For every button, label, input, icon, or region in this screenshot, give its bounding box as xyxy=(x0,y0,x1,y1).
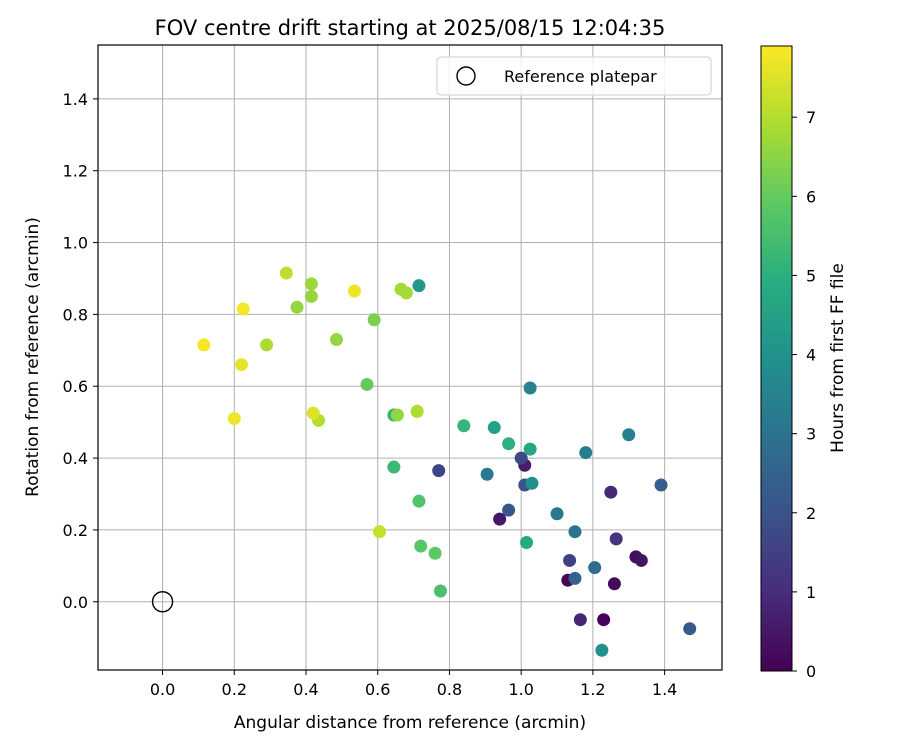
data-point xyxy=(399,286,413,300)
data-point xyxy=(236,302,250,316)
colorbar-tick-label: 5 xyxy=(806,266,816,285)
legend-marker-reference xyxy=(456,66,476,86)
data-point xyxy=(595,643,609,657)
y-tick-label: 1.2 xyxy=(63,162,88,181)
colorbar-label: Hours from first FF file xyxy=(828,263,848,453)
data-point xyxy=(197,338,211,352)
data-point xyxy=(683,622,697,636)
colorbar-tick-label: 6 xyxy=(806,187,816,206)
colorbar-tick-label: 3 xyxy=(806,425,816,444)
plot-frame xyxy=(97,44,723,671)
x-tick-label: 0.4 xyxy=(293,680,318,699)
x-tick-label: 0.2 xyxy=(222,680,247,699)
y-tick-label: 1.0 xyxy=(63,234,88,253)
data-point xyxy=(367,313,381,327)
reference-point xyxy=(151,591,174,613)
data-point xyxy=(306,406,320,420)
data-point xyxy=(480,467,494,481)
data-point xyxy=(304,277,318,291)
data-points xyxy=(197,266,697,657)
data-point xyxy=(523,381,537,395)
colorbar-tick-label: 2 xyxy=(806,504,816,523)
data-point xyxy=(433,584,447,598)
y-tick-label: 0.2 xyxy=(63,521,88,540)
data-point xyxy=(387,460,401,474)
grid-lines xyxy=(98,45,722,670)
data-point xyxy=(428,546,442,560)
x-tick-label: 1.2 xyxy=(580,680,605,699)
data-point xyxy=(634,553,648,567)
y-tick-label: 0.0 xyxy=(63,593,88,612)
data-point xyxy=(520,535,534,549)
data-point xyxy=(412,494,426,508)
data-point xyxy=(432,464,446,478)
data-point xyxy=(279,266,293,280)
data-point xyxy=(373,525,387,539)
data-point xyxy=(304,289,318,303)
data-point xyxy=(550,507,564,521)
data-point xyxy=(514,451,528,465)
data-point xyxy=(523,442,537,456)
colorbar-ticks: 0 1 2 3 4 5 6 7 xyxy=(792,108,816,681)
data-point xyxy=(622,428,636,442)
data-point xyxy=(347,284,361,298)
data-point xyxy=(607,577,621,591)
colorbar-tick-label: 4 xyxy=(806,346,816,365)
colorbar: 0 1 2 3 4 5 6 7 Hours from first FF file xyxy=(760,45,848,681)
data-point xyxy=(457,419,471,433)
colorbar-tick-label: 0 xyxy=(806,662,816,681)
data-point xyxy=(487,421,501,435)
data-point xyxy=(227,412,241,426)
y-tick-label: 1.4 xyxy=(63,90,88,109)
data-point xyxy=(502,437,516,451)
y-tick-label: 0.8 xyxy=(63,305,88,324)
data-point xyxy=(502,503,516,517)
data-point xyxy=(260,338,274,352)
x-tick-label: 0.6 xyxy=(365,680,390,699)
colorbar-tick-label: 1 xyxy=(806,583,816,602)
data-point xyxy=(609,532,623,546)
colorbar-gradient xyxy=(760,45,793,672)
data-point xyxy=(568,525,582,539)
data-point xyxy=(597,613,611,627)
data-point xyxy=(290,300,304,314)
y-tick-label: 0.6 xyxy=(63,377,88,396)
y-axis-label: Rotation from reference (arcmin) xyxy=(23,217,43,497)
reference-marker xyxy=(151,591,174,613)
data-point xyxy=(579,446,593,460)
legend: Reference platepar xyxy=(436,56,712,96)
data-point xyxy=(412,279,426,293)
x-tick-label: 0.0 xyxy=(150,680,175,699)
data-point xyxy=(329,333,343,347)
data-point xyxy=(414,539,428,553)
data-point xyxy=(588,561,602,575)
data-point xyxy=(604,485,618,499)
legend-label-reference: Reference platepar xyxy=(504,67,657,86)
data-point xyxy=(410,404,424,418)
x-tick-label: 1.4 xyxy=(652,680,677,699)
data-point xyxy=(563,553,577,567)
y-tick-label: 0.4 xyxy=(63,449,88,468)
y-axis-ticks: 0.0 0.2 0.4 0.6 0.8 1.0 1.2 1.4 xyxy=(63,90,98,612)
data-point xyxy=(493,512,507,526)
data-point xyxy=(573,613,587,627)
legend-box xyxy=(436,56,712,96)
data-point xyxy=(568,571,582,585)
data-point xyxy=(654,478,668,492)
colorbar-tick-label: 7 xyxy=(806,108,816,127)
x-tick-label: 1.0 xyxy=(508,680,533,699)
x-axis-label: Angular distance from reference (arcmin) xyxy=(234,713,586,733)
x-axis-ticks: 0.0 0.2 0.4 0.6 0.8 1.0 1.2 1.4 xyxy=(150,670,677,699)
data-point xyxy=(525,476,539,490)
x-tick-label: 0.8 xyxy=(437,680,462,699)
chart-title: FOV centre drift starting at 2025/08/15 … xyxy=(155,16,666,40)
data-point xyxy=(390,408,404,422)
data-point xyxy=(234,358,248,372)
data-point xyxy=(360,377,374,391)
